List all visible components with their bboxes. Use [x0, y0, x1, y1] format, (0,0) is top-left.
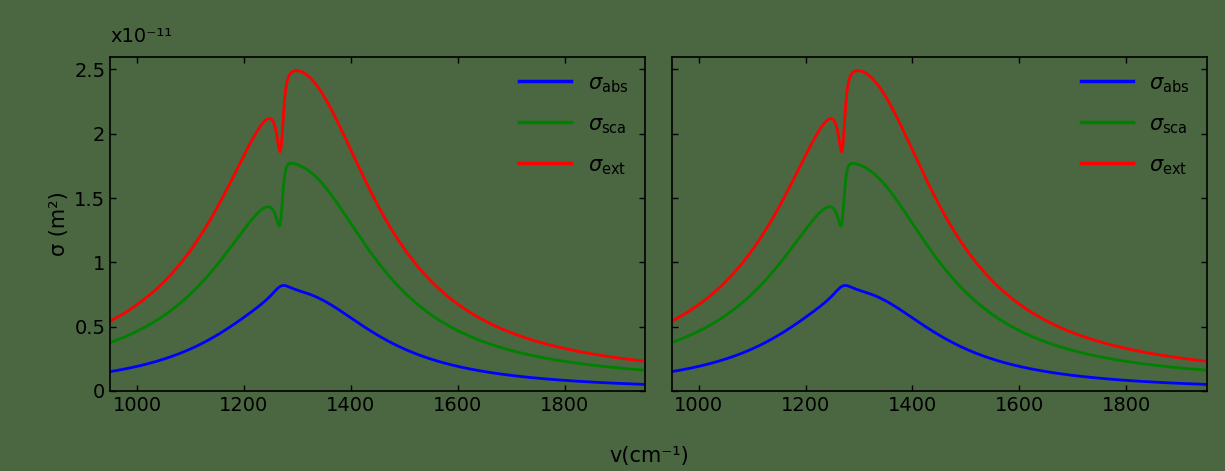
Text: v(cm⁻¹): v(cm⁻¹)	[609, 447, 690, 466]
Legend: $\sigma_{\mathregular{abs}}$, $\sigma_{\mathregular{sca}}$, $\sigma_{\mathregula: $\sigma_{\mathregular{abs}}$, $\sigma_{\…	[508, 63, 638, 187]
Legend: $\sigma_{\mathregular{abs}}$, $\sigma_{\mathregular{sca}}$, $\sigma_{\mathregula: $\sigma_{\mathregular{abs}}$, $\sigma_{\…	[1071, 63, 1200, 187]
Y-axis label: σ (m²): σ (m²)	[49, 191, 69, 256]
Text: x10⁻¹¹: x10⁻¹¹	[110, 27, 173, 47]
